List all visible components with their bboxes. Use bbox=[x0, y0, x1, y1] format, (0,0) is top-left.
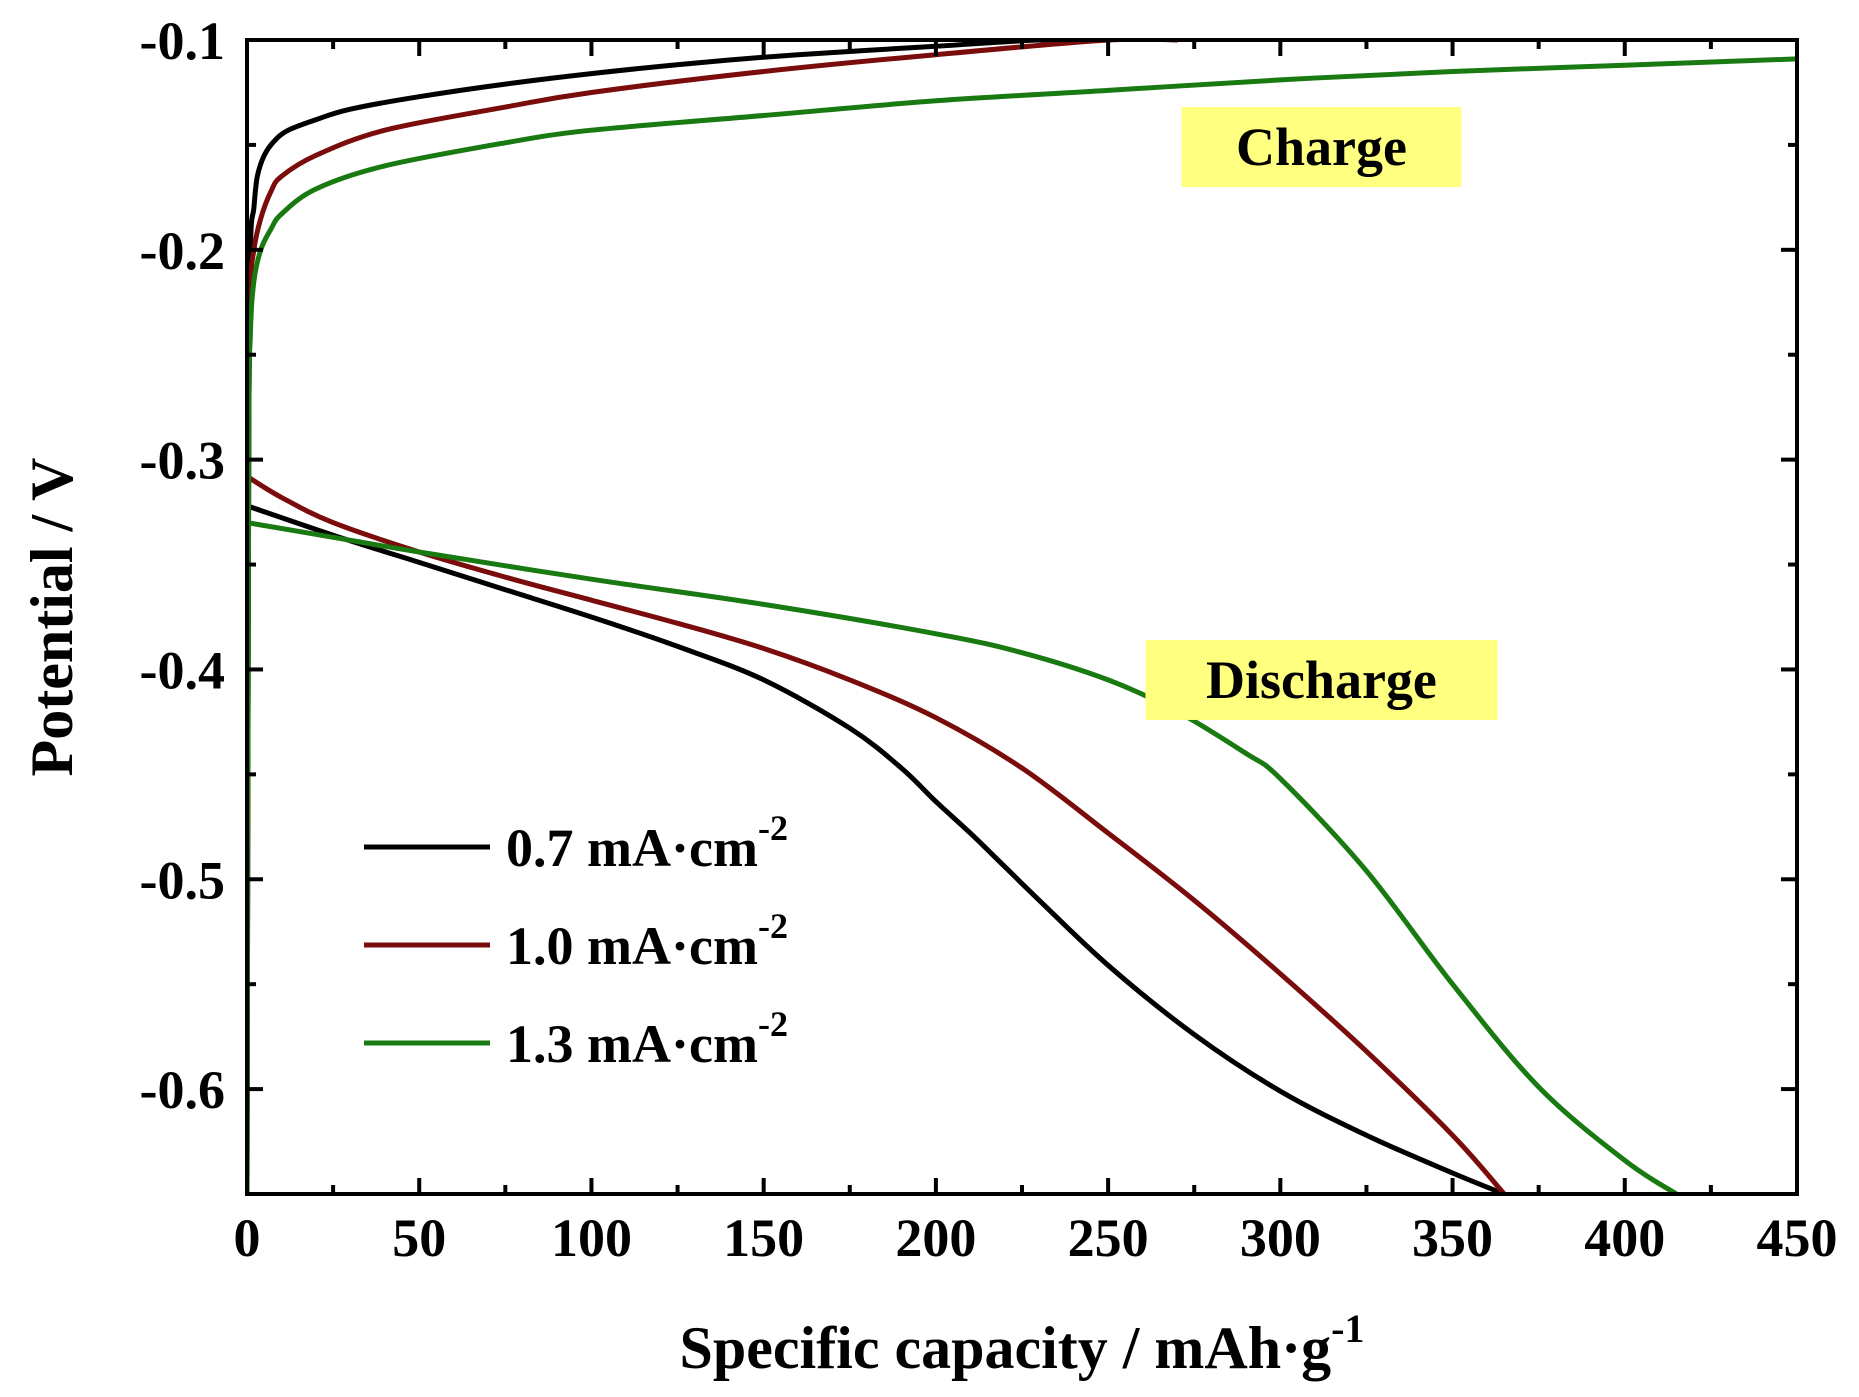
plot-frame bbox=[245, 38, 1799, 1196]
series-0-discharge-line bbox=[247, 503, 1507, 1194]
x-tick-label: 0 bbox=[234, 1208, 261, 1268]
annotation-layer: Charge Discharge bbox=[1145, 107, 1498, 720]
x-axis-title-superscript: -1 bbox=[1331, 1306, 1364, 1351]
legend-label-superscript: -2 bbox=[758, 808, 788, 848]
x-tick-label: 100 bbox=[551, 1208, 632, 1268]
legend-label-superscript: -2 bbox=[758, 1004, 788, 1044]
legend-label-2: 1.3 mA·cm-2 bbox=[506, 1004, 788, 1074]
x-tick-label: 350 bbox=[1412, 1208, 1493, 1268]
x-axis-title: Specific capacity / mAh·g-1 bbox=[680, 1306, 1365, 1381]
charge-label-box bbox=[1181, 107, 1462, 188]
y-tick-label: -0.1 bbox=[140, 11, 225, 71]
charge-label: Charge bbox=[1236, 117, 1407, 177]
x-tick-label: 300 bbox=[1240, 1208, 1321, 1268]
series-1-discharge-line bbox=[247, 473, 1507, 1194]
tick-layer: 0 50 100 150 200 250 300 350 400 450 -0.1 -0.2 -0.3 -… bbox=[140, 11, 1838, 1268]
x-tick-label: 150 bbox=[723, 1208, 804, 1268]
legend: 0.7 mA·cm-2 1.0 mA·cm-2 1.3 mA·cm-2 bbox=[364, 808, 788, 1074]
x-tick-label: 200 bbox=[895, 1208, 976, 1268]
discharge-label: Discharge bbox=[1206, 650, 1437, 710]
series-layer bbox=[247, 40, 1797, 1194]
legend-label-1: 1.0 mA·cm-2 bbox=[506, 906, 788, 976]
y-tick-label: -0.5 bbox=[140, 850, 225, 910]
y-tick-label: -0.2 bbox=[140, 221, 225, 281]
y-tick-label: -0.6 bbox=[140, 1060, 225, 1120]
discharge-label-box bbox=[1145, 639, 1498, 720]
series-2-charge-line bbox=[247, 56, 1797, 1194]
y-axis-title: Potential / V bbox=[19, 458, 85, 777]
x-tick-label: 250 bbox=[1068, 1208, 1149, 1268]
series-2-discharge-line bbox=[247, 520, 1679, 1194]
x-tick-label: 450 bbox=[1757, 1208, 1838, 1268]
y-tick-label: -0.3 bbox=[140, 431, 225, 491]
y-tick-label: -0.4 bbox=[140, 640, 225, 700]
x-tick-label: 400 bbox=[1584, 1208, 1665, 1268]
legend-label-superscript: -2 bbox=[758, 906, 788, 946]
legend-label-0: 0.7 mA·cm-2 bbox=[506, 808, 788, 878]
x-tick-label: 50 bbox=[392, 1208, 446, 1268]
